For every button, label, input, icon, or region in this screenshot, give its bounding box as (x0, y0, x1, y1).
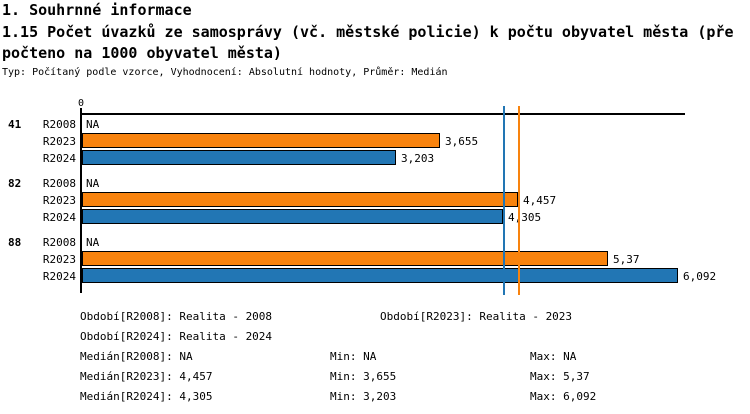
bar-r2023 (82, 133, 440, 148)
bar-value-label: NA (86, 118, 100, 131)
legend-entry: Medián[R2024]: 4,305 (80, 390, 213, 403)
bar-r2023 (82, 251, 608, 266)
bar-value-label: 5,37 (613, 253, 640, 266)
bar-value-label: 4,305 (508, 211, 542, 224)
row-series-label: R2024 (42, 270, 76, 283)
legend-entry: Max: NA (530, 350, 577, 363)
bar-r2024 (82, 209, 503, 224)
bar-value-label: NA (86, 177, 100, 190)
row-series-label: R2024 (42, 211, 76, 224)
group-label: 88 (8, 236, 22, 249)
x-axis-top-line (80, 113, 685, 115)
legend-entry: Max: 6,092 (530, 390, 597, 403)
legend-entry: Min: 3,655 (330, 370, 397, 383)
legend-entry: Medián[R2023]: 4,457 (80, 370, 213, 383)
bar-r2024 (82, 150, 396, 165)
legend-entry: Období[R2023]: Realita - 2023 (380, 310, 573, 323)
legend-entry: Min: NA (330, 350, 377, 363)
bar-value-label: 6,092 (683, 270, 717, 283)
group-label: 82 (8, 177, 22, 190)
median-R2023-reference-line (518, 106, 520, 295)
bar-value-label: 3,655 (445, 135, 479, 148)
x-axis-zero-tick-label: 0 (77, 98, 85, 109)
legend-entry: Medián[R2008]: NA (80, 350, 193, 363)
median-R2024-reference-line (503, 106, 505, 295)
row-series-label: R2008 (42, 177, 76, 190)
row-series-label: R2024 (42, 152, 76, 165)
indicator-meta: Typ: Počítaný podle vzorce, Vyhodnocení:… (2, 67, 448, 78)
indicator-title-line-2: počteno na 1000 obyvatel města) (2, 44, 282, 62)
section-title: 1. Souhrnné informace (2, 1, 192, 19)
legend-entry: Období[R2024]: Realita - 2024 (80, 330, 273, 343)
bar-r2024 (82, 268, 678, 283)
legend-entry: Období[R2008]: Realita - 2008 (80, 310, 273, 323)
indicator-title-line-1: 1.15 Počet úvazků ze samosprávy (vč. měs… (2, 23, 734, 41)
legend-entry: Max: 5,37 (530, 370, 590, 383)
bar-value-label: 3,203 (401, 152, 435, 165)
row-series-label: R2023 (42, 194, 76, 207)
row-series-label: R2023 (42, 253, 76, 266)
row-series-label: R2008 (42, 118, 76, 131)
legend-entry: Min: 3,203 (330, 390, 397, 403)
row-series-label: R2023 (42, 135, 76, 148)
group-label: 41 (8, 118, 22, 131)
y-axis-line (80, 108, 82, 293)
bar-r2023 (82, 192, 518, 207)
bar-value-label: NA (86, 236, 100, 249)
row-series-label: R2008 (42, 236, 76, 249)
bar-value-label: 4,457 (523, 194, 557, 207)
